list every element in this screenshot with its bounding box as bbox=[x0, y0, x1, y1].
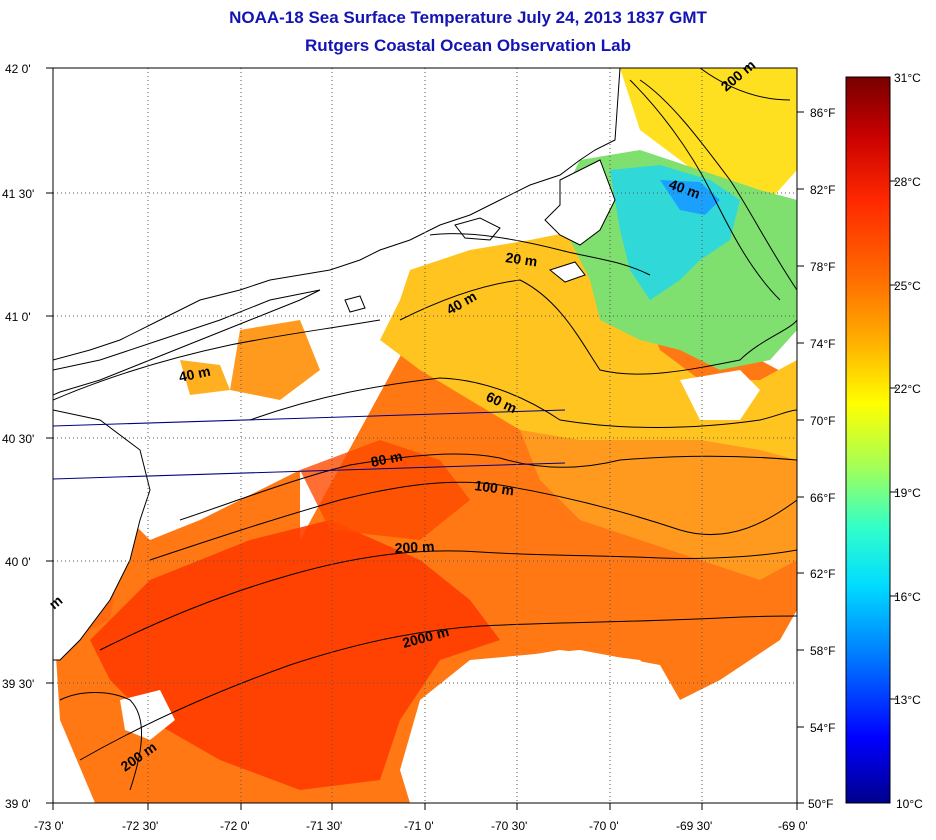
cloud-gap-south bbox=[410, 650, 797, 803]
contour-line-2000m bbox=[79, 615, 797, 761]
contour-label-200m-center: 200 m bbox=[394, 538, 434, 556]
lat-label: 40 0' bbox=[5, 555, 31, 569]
land-block-island bbox=[344, 295, 366, 313]
graticule bbox=[53, 68, 797, 803]
land-cape-cod bbox=[544, 159, 616, 246]
fahrenheit-label: 74°F bbox=[810, 337, 835, 351]
fahrenheit-label: 62°F bbox=[810, 567, 835, 581]
colorbar bbox=[845, 76, 891, 804]
fahrenheit-label: 54°F bbox=[810, 721, 835, 735]
fahrenheit-label: 70°F bbox=[810, 414, 835, 428]
contour-line-ne-2 bbox=[629, 79, 781, 301]
contour-line-200m-sw bbox=[59, 692, 142, 791]
fahrenheit-label: 86°F bbox=[810, 106, 835, 120]
lon-label: -69 30' bbox=[676, 819, 712, 833]
lat-label: 41 0' bbox=[5, 310, 31, 324]
celsius-label: 28°C bbox=[894, 175, 921, 189]
lon-label: -70 30' bbox=[491, 819, 527, 833]
celsius-labels: 31°C 28°C 25°C 22°C 19°C 16°C 13°C 10°C bbox=[894, 71, 923, 811]
contour-line-200m-ne bbox=[639, 79, 797, 291]
contour-line-60m bbox=[249, 377, 797, 428]
contour-label-100m: 100 m bbox=[474, 477, 516, 498]
sst-west-patch bbox=[230, 320, 320, 400]
latitude-labels: 42 0' 41 30' 41 0' 40 30' 40 0' 39 30' 3… bbox=[2, 62, 34, 811]
celsius-label: 19°C bbox=[894, 486, 921, 500]
sst-west-patch-2 bbox=[180, 360, 230, 395]
sst-coldest-spot bbox=[660, 180, 720, 215]
map-area bbox=[53, 68, 797, 803]
lat-label: 40 30' bbox=[2, 432, 34, 446]
sst-northeast-yellow bbox=[620, 68, 797, 200]
contour-line-ne-3 bbox=[699, 68, 791, 101]
map-title: NOAA-18 Sea Surface Temperature July 24,… bbox=[229, 8, 707, 27]
lat-label: 39 0' bbox=[5, 797, 31, 811]
axis-ticks bbox=[46, 67, 804, 810]
fahrenheit-label: 50°F bbox=[808, 797, 833, 811]
contour-line-40m-north bbox=[399, 279, 797, 375]
colorbar-ticks bbox=[890, 180, 897, 700]
contour-line-40m-west bbox=[53, 319, 381, 401]
lat-label: 39 30' bbox=[2, 677, 34, 691]
cloud-gap-east bbox=[680, 370, 760, 420]
celsius-label: 22°C bbox=[894, 382, 921, 396]
land-new-england bbox=[53, 68, 621, 361]
lon-label: -70 0' bbox=[589, 819, 619, 833]
lon-label: -71 30' bbox=[306, 819, 342, 833]
contour-label-40m-west: 40 m bbox=[177, 363, 212, 385]
contour-line-100m bbox=[149, 481, 797, 561]
longitude-labels: -73 0' -72 30' -72 0' -71 30' -71 0' -70… bbox=[34, 819, 808, 833]
lon-label: -73 0' bbox=[34, 819, 64, 833]
shipping-lane-north bbox=[52, 409, 566, 427]
lon-label: -72 30' bbox=[122, 819, 158, 833]
contour-label-80m: 80 m bbox=[369, 448, 404, 470]
fahrenheit-label: 58°F bbox=[810, 644, 835, 658]
lon-label: -71 0' bbox=[404, 819, 434, 833]
celsius-label: 31°C bbox=[894, 71, 921, 85]
shipping-lanes bbox=[52, 409, 566, 480]
contour-line-20m bbox=[429, 233, 651, 276]
cloud-gap-nw bbox=[200, 395, 250, 440]
lon-label: -69 0' bbox=[778, 819, 808, 833]
contour-line-200m bbox=[99, 549, 797, 651]
map-subtitle: Rutgers Coastal Ocean Observation Lab bbox=[305, 36, 631, 55]
shipping-lane-south bbox=[52, 462, 566, 480]
sst-warm-core bbox=[90, 520, 500, 790]
lat-label: 42 0' bbox=[5, 62, 31, 76]
contour-line-80m bbox=[179, 453, 797, 521]
fahrenheit-label: 66°F bbox=[810, 491, 835, 505]
cloud-gap-sw bbox=[120, 690, 175, 740]
fahrenheit-labels: 86°F 82°F 78°F 74°F 70°F 66°F 62°F 58°F … bbox=[808, 106, 835, 811]
lat-label: 41 30' bbox=[2, 187, 34, 201]
lon-label: -72 0' bbox=[220, 819, 250, 833]
sst-east-orange bbox=[520, 400, 797, 580]
celsius-label: 10°C bbox=[896, 797, 923, 811]
fahrenheit-label: 82°F bbox=[810, 183, 835, 197]
celsius-label: 16°C bbox=[894, 590, 921, 604]
celsius-label: 13°C bbox=[894, 693, 921, 707]
contour-label-20m: 20 m bbox=[505, 249, 539, 269]
land-nantucket bbox=[548, 261, 586, 283]
bathymetry-contours bbox=[53, 68, 797, 791]
celsius-label: 25°C bbox=[894, 279, 921, 293]
fahrenheit-label: 78°F bbox=[810, 260, 835, 274]
land-new-jersey bbox=[53, 409, 151, 661]
